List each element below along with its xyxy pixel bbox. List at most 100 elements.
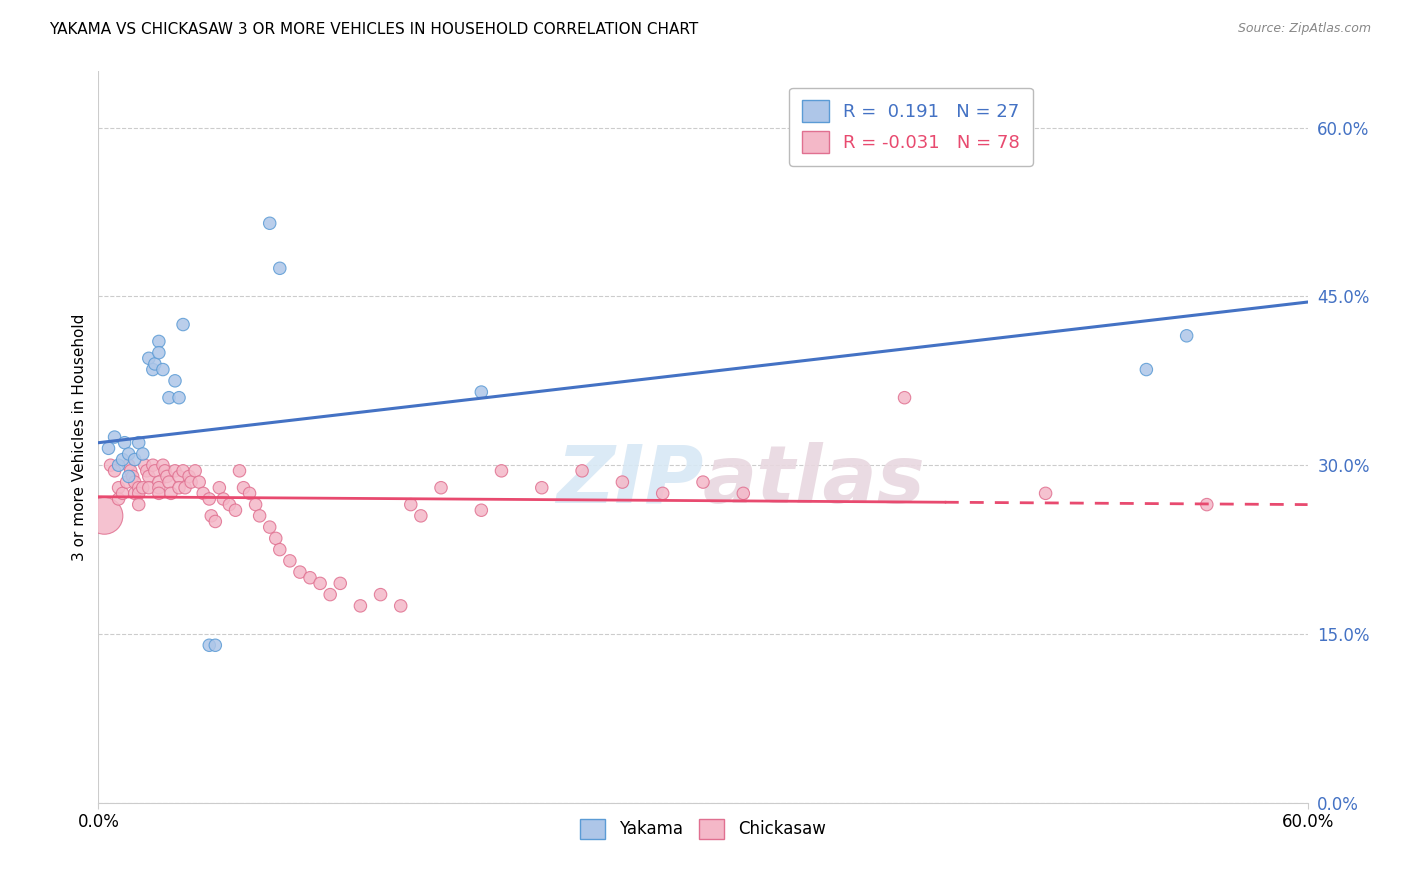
- Point: [259, 216, 281, 230]
- Point: [409, 508, 432, 523]
- Text: ZIP: ZIP: [555, 442, 703, 520]
- Point: [232, 481, 254, 495]
- Point: [160, 486, 183, 500]
- Point: [612, 475, 634, 489]
- Point: [148, 486, 170, 500]
- Point: [107, 458, 129, 473]
- Point: [93, 508, 115, 523]
- Point: [124, 486, 146, 500]
- Point: [370, 588, 392, 602]
- Point: [138, 469, 160, 483]
- Point: [299, 571, 322, 585]
- Point: [156, 469, 179, 483]
- Point: [893, 391, 915, 405]
- Point: [184, 464, 207, 478]
- Point: [319, 588, 342, 602]
- Point: [204, 515, 226, 529]
- Point: [430, 481, 453, 495]
- Point: [733, 486, 755, 500]
- Point: [114, 435, 136, 450]
- Point: [491, 464, 513, 478]
- Point: [157, 475, 180, 489]
- Point: [470, 385, 492, 400]
- Point: [128, 498, 150, 512]
- Point: [193, 486, 215, 500]
- Point: [111, 486, 134, 500]
- Point: [124, 452, 146, 467]
- Point: [152, 458, 174, 473]
- Point: [309, 576, 332, 591]
- Point: [530, 481, 553, 495]
- Point: [157, 391, 180, 405]
- Point: [571, 464, 593, 478]
- Point: [239, 486, 262, 500]
- Point: [399, 498, 422, 512]
- Point: [148, 334, 170, 349]
- Point: [97, 442, 120, 456]
- Point: [259, 520, 281, 534]
- Point: [188, 475, 211, 489]
- Point: [269, 542, 291, 557]
- Text: Source: ZipAtlas.com: Source: ZipAtlas.com: [1237, 22, 1371, 36]
- Point: [1035, 486, 1057, 500]
- Point: [288, 565, 311, 579]
- Point: [163, 464, 186, 478]
- Point: [118, 458, 141, 473]
- Point: [1195, 498, 1218, 512]
- Point: [118, 469, 141, 483]
- Point: [349, 599, 371, 613]
- Point: [132, 481, 155, 495]
- Point: [152, 362, 174, 376]
- Point: [103, 464, 125, 478]
- Point: [148, 481, 170, 495]
- Point: [107, 481, 129, 495]
- Point: [172, 318, 194, 332]
- Point: [128, 481, 150, 495]
- Point: [1135, 362, 1157, 376]
- Point: [204, 638, 226, 652]
- Point: [278, 554, 301, 568]
- Point: [103, 430, 125, 444]
- Point: [692, 475, 714, 489]
- Point: [218, 498, 240, 512]
- Point: [138, 481, 160, 495]
- Point: [128, 486, 150, 500]
- Point: [121, 469, 143, 483]
- Legend: Yakama, Chickasaw: Yakama, Chickasaw: [574, 812, 832, 846]
- Point: [269, 261, 291, 276]
- Point: [111, 452, 134, 467]
- Point: [138, 351, 160, 366]
- Point: [245, 498, 267, 512]
- Point: [200, 508, 222, 523]
- Point: [470, 503, 492, 517]
- Point: [167, 391, 190, 405]
- Point: [389, 599, 412, 613]
- Point: [212, 491, 235, 506]
- Point: [198, 638, 221, 652]
- Point: [174, 481, 197, 495]
- Point: [100, 458, 122, 473]
- Point: [107, 491, 129, 506]
- Point: [651, 486, 673, 500]
- Point: [143, 357, 166, 371]
- Point: [115, 475, 138, 489]
- Point: [142, 362, 165, 376]
- Point: [148, 345, 170, 359]
- Point: [135, 464, 157, 478]
- Point: [249, 508, 271, 523]
- Y-axis label: 3 or more Vehicles in Household: 3 or more Vehicles in Household: [72, 313, 87, 561]
- Point: [1175, 328, 1198, 343]
- Point: [118, 447, 141, 461]
- Point: [124, 475, 146, 489]
- Point: [180, 475, 202, 489]
- Point: [179, 469, 201, 483]
- Point: [264, 532, 287, 546]
- Point: [132, 447, 155, 461]
- Text: atlas: atlas: [703, 442, 925, 520]
- Point: [120, 464, 142, 478]
- Point: [134, 458, 156, 473]
- Point: [208, 481, 231, 495]
- Text: YAKAMA VS CHICKASAW 3 OR MORE VEHICLES IN HOUSEHOLD CORRELATION CHART: YAKAMA VS CHICKASAW 3 OR MORE VEHICLES I…: [49, 22, 699, 37]
- Point: [329, 576, 352, 591]
- Point: [153, 464, 176, 478]
